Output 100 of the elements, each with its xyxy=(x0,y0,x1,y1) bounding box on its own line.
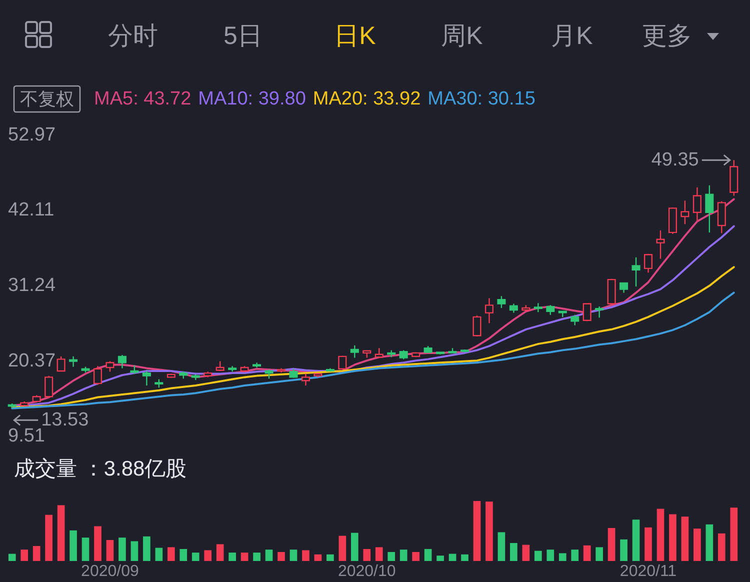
x-tick-label: 2020/09 xyxy=(81,563,139,580)
bar xyxy=(510,543,518,561)
bar xyxy=(620,539,628,561)
bar xyxy=(400,550,408,561)
candlestick xyxy=(387,350,396,358)
candlestick xyxy=(570,314,580,326)
bar xyxy=(278,552,285,561)
candlestick xyxy=(276,368,286,373)
candlestick xyxy=(154,378,164,388)
candlestick xyxy=(595,306,604,318)
bar xyxy=(20,550,28,561)
candlestick xyxy=(191,374,200,381)
candlestick xyxy=(264,368,274,380)
candlestick xyxy=(301,373,310,386)
y-tick-label: 20.37 xyxy=(8,350,56,372)
candlestick xyxy=(56,356,66,372)
bar xyxy=(498,532,506,561)
candlestick xyxy=(705,184,714,234)
candlestick xyxy=(632,256,640,288)
bar xyxy=(363,549,371,561)
bar xyxy=(45,514,52,561)
bar xyxy=(8,554,16,561)
candlestick xyxy=(314,372,322,378)
bar xyxy=(596,547,603,561)
text: 周K xyxy=(441,22,484,50)
candlestick xyxy=(607,278,616,306)
candlestick xyxy=(118,354,126,369)
bar xyxy=(448,554,456,561)
bar xyxy=(412,552,420,561)
candlestick xyxy=(558,310,567,318)
bar xyxy=(669,514,676,561)
bar xyxy=(338,536,346,561)
candlestick xyxy=(374,348,384,358)
bar xyxy=(70,530,77,561)
text: MA5: 43.72 xyxy=(94,88,192,110)
bar xyxy=(216,544,224,561)
text: 更多 xyxy=(642,22,692,50)
candlestick xyxy=(179,371,188,380)
candlestick xyxy=(8,402,16,409)
candlestick xyxy=(448,348,457,354)
bar xyxy=(571,550,579,561)
candlestick xyxy=(216,360,224,372)
bar xyxy=(240,552,248,561)
y-tick-label: 52.97 xyxy=(8,124,56,146)
candlestick xyxy=(106,360,114,372)
bar xyxy=(82,538,90,561)
text: 月K xyxy=(551,22,594,50)
candlestick xyxy=(424,345,432,354)
bar xyxy=(290,550,298,561)
candlestick xyxy=(730,159,738,196)
candlestick xyxy=(252,362,262,368)
bar xyxy=(155,548,163,561)
bar xyxy=(314,554,322,561)
candlestick xyxy=(81,366,90,373)
candlestick xyxy=(692,186,702,222)
bar xyxy=(350,532,358,561)
candlestick xyxy=(522,304,530,312)
y-tick-label: 31.24 xyxy=(8,275,56,296)
candlestick xyxy=(460,348,470,353)
candlestick xyxy=(204,371,212,378)
text: 分时 xyxy=(108,22,158,50)
candlestick xyxy=(680,200,690,225)
candlestick xyxy=(44,375,54,399)
candlestick xyxy=(509,303,518,314)
text: MA10: 39.80 xyxy=(198,88,306,110)
bar xyxy=(228,552,236,561)
candlestick xyxy=(472,314,482,337)
bar xyxy=(32,546,40,561)
bar xyxy=(192,552,200,561)
bar xyxy=(167,547,175,561)
candlestick xyxy=(644,253,653,274)
candlestick xyxy=(399,350,408,360)
bar xyxy=(534,550,542,561)
bar xyxy=(204,550,212,561)
candlestick xyxy=(717,200,726,234)
bar xyxy=(522,544,530,561)
bar xyxy=(486,502,493,561)
candlestick xyxy=(497,296,506,309)
candlestick xyxy=(362,350,372,358)
candlestick xyxy=(668,206,677,234)
bar xyxy=(94,526,102,561)
candlestick xyxy=(350,344,359,358)
candlestick xyxy=(546,304,555,316)
text: MA30: 30.15 xyxy=(428,88,536,110)
bar xyxy=(706,524,714,561)
bar xyxy=(730,508,738,561)
line-series xyxy=(11,292,735,410)
bar xyxy=(302,550,310,561)
bar xyxy=(608,528,616,561)
bar xyxy=(583,545,591,561)
candlestick xyxy=(484,298,494,324)
bar xyxy=(265,550,273,561)
candlestick xyxy=(582,302,592,322)
candlestick xyxy=(534,302,542,313)
x-tick-label: 2020/11 xyxy=(620,563,677,580)
bar xyxy=(644,527,652,561)
text: MA20: 33.92 xyxy=(312,88,421,110)
annotation: 49.35 xyxy=(651,150,699,171)
text: 不复权 xyxy=(20,89,74,109)
bar xyxy=(546,550,554,561)
